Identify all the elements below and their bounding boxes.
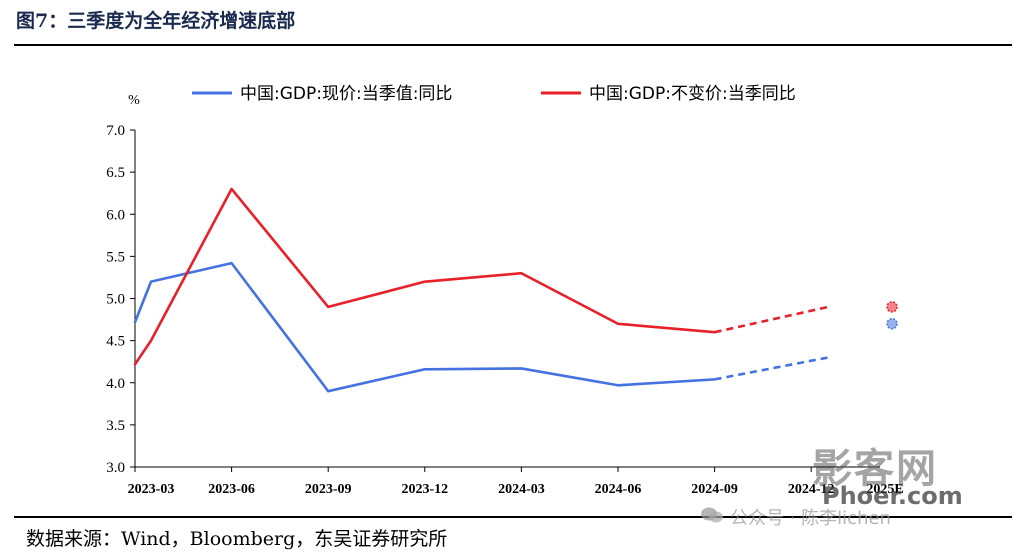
y-tick-label: 6.5 [106, 165, 125, 181]
figure-title: 图7：三季度为全年经济增速底部 [16, 10, 296, 32]
x-tick-label: 2024-06 [595, 482, 642, 497]
x-tick-label: 2023-03 [128, 482, 175, 497]
x-tick-label: 2024-12 [788, 482, 835, 497]
wechat-icon [701, 507, 723, 523]
estimate-marker-1 [886, 301, 898, 313]
x-tick-label: 2024-09 [691, 482, 738, 497]
y-tick-label: 5.5 [106, 249, 125, 265]
source-note: 数据来源：Wind，Bloomberg，东吴证券研究所 [26, 528, 448, 550]
x-tick-label: 2024-03 [498, 482, 545, 497]
y-tick-label: 4.5 [106, 334, 125, 350]
title-rule [14, 44, 1012, 46]
x-tick-label: 2025E [866, 482, 903, 497]
estimate-marker-0 [886, 318, 898, 330]
series-forecast-1 [714, 305, 829, 334]
x-tick-label: 2023-09 [305, 482, 352, 497]
y-tick-label: 5.0 [106, 292, 125, 308]
y-tick-label: 4.0 [106, 376, 125, 392]
y-tick-label: 7.0 [106, 123, 125, 139]
legend-label-1: 中国:GDP:不变价:当季同比 [589, 84, 796, 104]
x-tick-label: 2023-12 [401, 482, 448, 497]
y-tick-label: 6.0 [106, 207, 125, 223]
y-tick-label: 3.5 [106, 418, 125, 434]
y-axis-unit: % [128, 93, 140, 108]
series-forecast-0 [714, 356, 829, 381]
y-tick-label: 3.0 [106, 460, 125, 476]
source-rule [14, 516, 1012, 518]
series-line-0 [133, 261, 716, 393]
series-line-1 [133, 187, 716, 366]
legend-label-0: 中国:GDP:现价:当季值:同比 [240, 84, 452, 104]
x-tick-label: 2023-06 [208, 482, 255, 497]
